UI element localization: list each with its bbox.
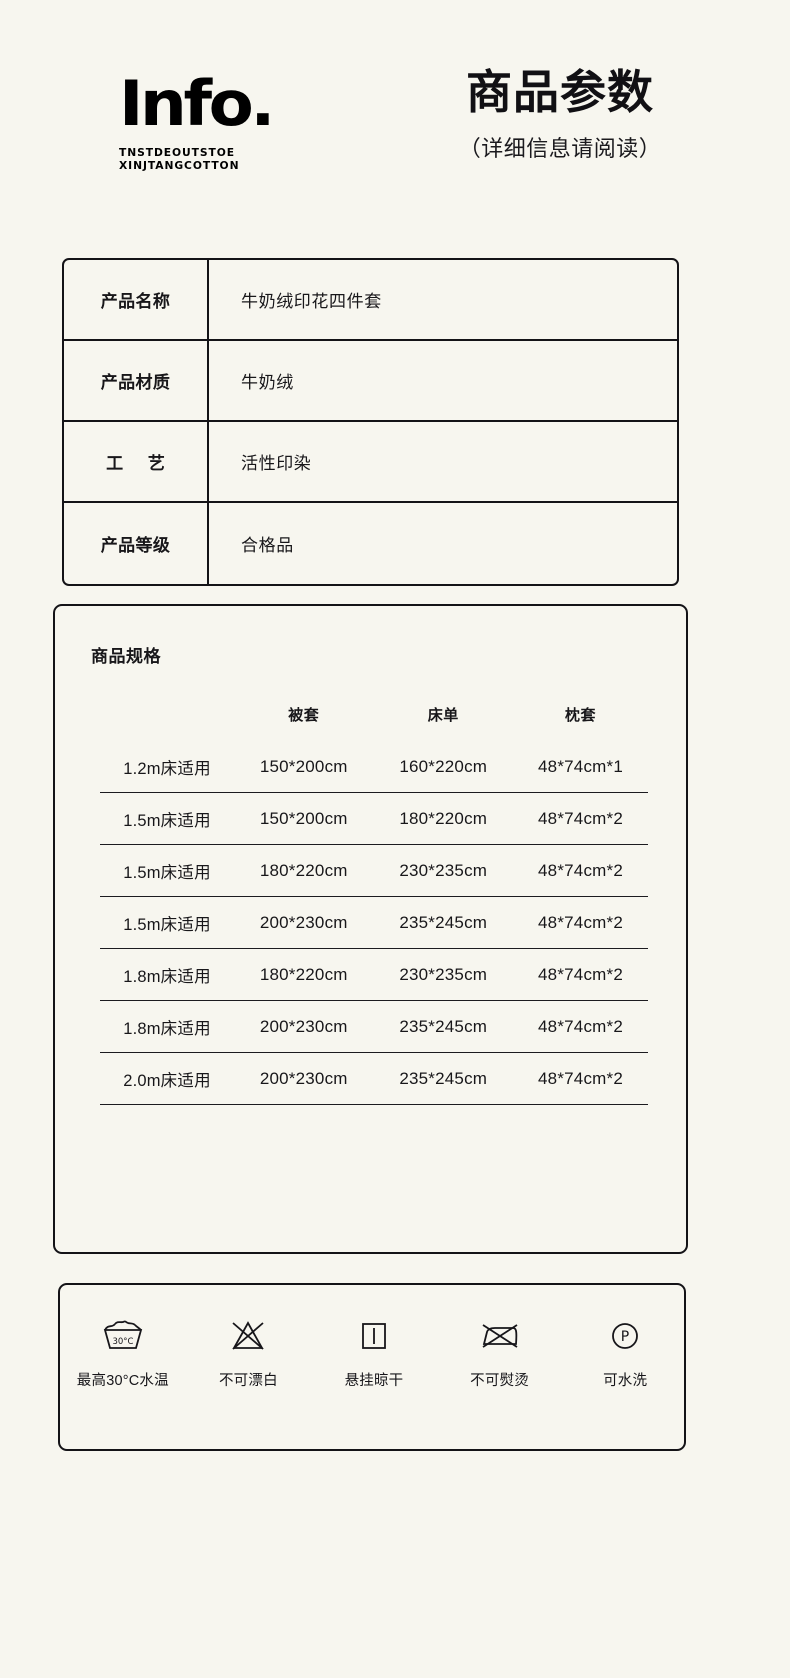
page-title: 商品参数 (466, 66, 654, 118)
care-icon-row: 30°C 最高30°C水温 不可漂白 (60, 1313, 688, 1390)
brand-logo: Info. TNSTDEOUTSTOE XINJTANGCOTTON (119, 73, 349, 173)
cell-sheet-size: 180*220cm (373, 792, 513, 845)
brand-logo-subtext-line2: XINJTANGCOTTON (119, 160, 240, 173)
care-label: 不可熨烫 (470, 1373, 529, 1389)
cell-sheet-size: 230*235cm (373, 948, 513, 1001)
product-info-table: 产品名称 牛奶绒印花四件套 产品材质 牛奶绒 工 艺 活性印染 产品等级 合格品 (62, 258, 679, 586)
table-row: 1.2m床适用 150*200cm 160*220cm 48*74cm*1 (100, 741, 648, 793)
product-spec-panel: 商品规格 被套 床单 枕套 1.2m床适用 150*200cm 160*220c… (53, 604, 688, 1254)
table-row: 1.8m床适用 180*220cm 230*235cm 48*74cm*2 (100, 948, 648, 1001)
cell-pillow-size: 48*74cm*2 (513, 1052, 648, 1105)
table-row: 产品名称 牛奶绒印花四件套 (64, 260, 677, 341)
cell-sheet-size: 235*245cm (373, 1052, 513, 1105)
info-value: 牛奶绒印花四件套 (241, 292, 382, 311)
info-value: 牛奶绒 (241, 373, 294, 392)
table-header-row: 被套 床单 枕套 (100, 704, 648, 741)
column-header-pillow: 枕套 (564, 707, 596, 724)
cell-bed-size: 1.5m床适用 (100, 896, 234, 949)
cell-duvet-size: 150*200cm (234, 792, 374, 845)
care-label: 悬挂晾干 (344, 1373, 404, 1389)
cell-pillow-size: 48*74cm*1 (513, 741, 648, 793)
table-row: 1.5m床适用 200*230cm 235*245cm 48*74cm*2 (100, 896, 648, 949)
spec-panel-title: 商品规格 (91, 647, 161, 666)
table-row: 1.8m床适用 200*230cm 235*245cm 48*74cm*2 (100, 1000, 648, 1053)
cell-sheet-size: 230*235cm (373, 844, 513, 897)
brand-logo-subtext: TNSTDEOUTSTOE XINJTANGCOTTON (119, 147, 354, 173)
table-row: 工 艺 活性印染 (64, 422, 677, 503)
cell-bed-size: 1.2m床适用 (100, 741, 234, 793)
cell-duvet-size: 180*220cm (234, 844, 374, 897)
cell-pillow-size: 48*74cm*2 (513, 1000, 648, 1053)
cell-duvet-size: 200*230cm (234, 896, 374, 949)
care-item-washable: P 可水洗 (566, 1313, 684, 1390)
info-label: 产品材质 (64, 341, 209, 420)
care-label: 不可漂白 (218, 1373, 278, 1389)
page-header: Info. TNSTDEOUTSTOE XINJTANGCOTTON 商品参数 … (0, 58, 790, 218)
size-spec-table: 被套 床单 枕套 1.2m床适用 150*200cm 160*220cm 48*… (100, 704, 648, 1105)
cell-duvet-size: 200*230cm (234, 1000, 374, 1053)
page-title-block: 商品参数 （详细信息请阅读） (395, 66, 725, 163)
care-instructions-panel: 30°C 最高30°C水温 不可漂白 (58, 1283, 686, 1451)
cell-pillow-size: 48*74cm*2 (513, 948, 648, 1001)
cell-bed-size: 1.8m床适用 (100, 1000, 234, 1053)
info-label: 产品等级 (64, 503, 209, 584)
cell-duvet-size: 180*220cm (234, 948, 374, 1001)
care-item-water-temp: 30°C 最高30°C水温 (64, 1313, 182, 1390)
cell-bed-size: 1.5m床适用 (100, 792, 234, 845)
care-item-no-bleach: 不可漂白 (189, 1313, 307, 1390)
cell-pillow-size: 48*74cm*2 (513, 792, 648, 845)
column-header-duvet: 被套 (288, 707, 320, 724)
info-value: 活性印染 (241, 454, 312, 473)
care-item-line-dry: 悬挂晾干 (315, 1313, 433, 1390)
cell-bed-size: 1.5m床适用 (100, 844, 234, 897)
professional-wash-p-icon: P (608, 1313, 642, 1359)
cell-pillow-size: 48*74cm*2 (513, 896, 648, 949)
no-bleach-triangle-icon (229, 1313, 267, 1359)
no-iron-icon (479, 1313, 521, 1359)
svg-text:30°C: 30°C (112, 1337, 133, 1347)
table-row: 产品等级 合格品 (64, 503, 677, 584)
table-row: 1.5m床适用 150*200cm 180*220cm 48*74cm*2 (100, 792, 648, 845)
line-dry-hang-icon (357, 1313, 391, 1359)
info-value: 合格品 (241, 536, 294, 555)
page-subtitle: （详细信息请阅读） (458, 135, 662, 161)
care-label: 最高30°C水温 (76, 1373, 169, 1389)
svg-text:P: P (621, 1329, 629, 1345)
cell-sheet-size: 235*245cm (373, 896, 513, 949)
cell-bed-size: 2.0m床适用 (100, 1052, 234, 1105)
wash-tub-30c-icon: 30°C (101, 1313, 145, 1359)
info-label: 工 艺 (64, 422, 209, 501)
table-row: 产品材质 牛奶绒 (64, 341, 677, 422)
care-label: 可水洗 (603, 1373, 648, 1389)
brand-logo-wordmark: Info. (119, 67, 275, 140)
cell-duvet-size: 150*200cm (234, 741, 374, 793)
column-header-sheet: 床单 (427, 707, 459, 724)
column-header-bed-size (100, 704, 234, 741)
brand-logo-subtext-line1: TNSTDEOUTSTOE (119, 147, 235, 159)
cell-duvet-size: 200*230cm (234, 1052, 374, 1105)
care-item-no-iron: 不可熨烫 (441, 1313, 559, 1390)
cell-sheet-size: 235*245cm (373, 1000, 513, 1053)
table-row: 1.5m床适用 180*220cm 230*235cm 48*74cm*2 (100, 844, 648, 897)
cell-pillow-size: 48*74cm*2 (513, 844, 648, 897)
info-label: 产品名称 (64, 260, 209, 339)
table-row: 2.0m床适用 200*230cm 235*245cm 48*74cm*2 (100, 1052, 648, 1105)
cell-bed-size: 1.8m床适用 (100, 948, 234, 1001)
cell-sheet-size: 160*220cm (373, 741, 513, 793)
